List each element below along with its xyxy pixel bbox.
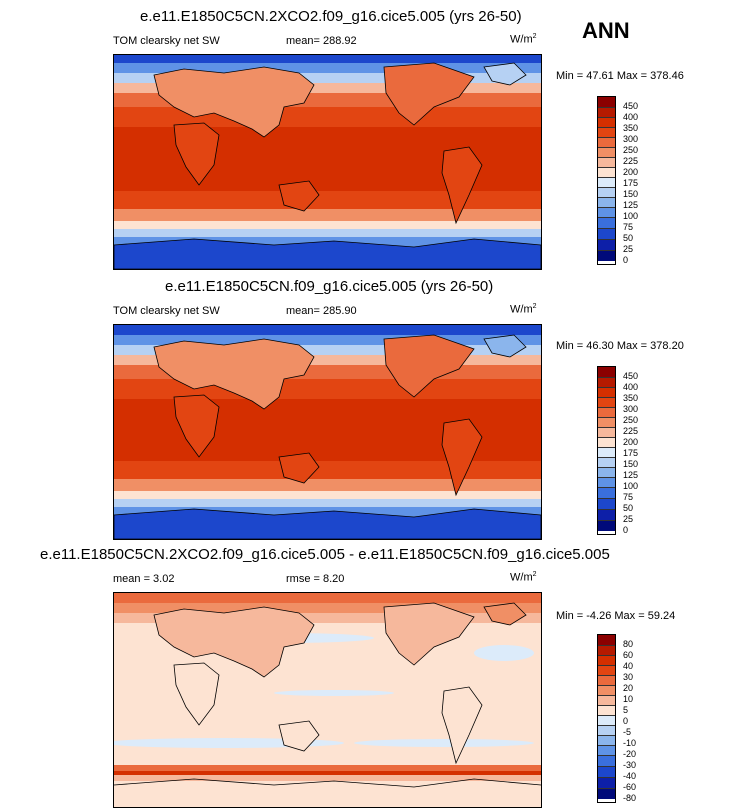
panel3-rmse: rmse = 8.20 (286, 573, 345, 585)
panel2-map (113, 324, 542, 540)
panel1-level-label: 125 (623, 200, 639, 210)
panel1-colorbar (597, 96, 616, 265)
panel1-mean: mean= 288.92 (286, 35, 357, 47)
panel3-level-label: 30 (623, 672, 634, 682)
panel3-level-label: -10 (623, 738, 637, 748)
panel3-level-label: 80 (623, 639, 634, 649)
panel2-level-label: 50 (623, 503, 634, 513)
panel3-level-label: -20 (623, 749, 637, 759)
panel1-level-label: 200 (623, 167, 639, 177)
panel2-level-label: 400 (623, 382, 639, 392)
panel1-level-label: 250 (623, 145, 639, 155)
panel1-level-label: 400 (623, 112, 639, 122)
panel2-level-label: 100 (623, 481, 639, 491)
panel1-level-label: 50 (623, 233, 634, 243)
panel2-units: W/m2 (510, 303, 537, 316)
panel3-level-label: 10 (623, 694, 634, 704)
panel2-minmax: Min = 46.30 Max = 378.20 (556, 340, 684, 352)
panel1-level-label: 25 (623, 244, 634, 254)
panel3-level-label: 5 (623, 705, 629, 715)
panel1-level-label: 450 (623, 101, 639, 111)
panel1-level-label: 300 (623, 134, 639, 144)
panel3-map (113, 592, 542, 808)
panel3-level-label: -80 (623, 793, 637, 803)
panel2-level-label: 250 (623, 415, 639, 425)
panel3-level-label: 60 (623, 650, 634, 660)
panel3-level-label: -30 (623, 760, 637, 770)
panel3-minmax: Min = -4.26 Max = 59.24 (556, 610, 676, 622)
panel1-map (113, 54, 542, 270)
panel2-colorbar (597, 366, 616, 535)
panel2-level-label: 450 (623, 371, 639, 381)
panel1-variable: TOM clearsky net SW (113, 35, 220, 47)
panel2-level-label: 175 (623, 448, 639, 458)
panel3-level-label: 0 (623, 716, 629, 726)
panel2-variable: TOM clearsky net SW (113, 305, 220, 317)
panel1-level-label: 225 (623, 156, 639, 166)
panel3-mean: mean = 3.02 (113, 573, 175, 585)
panel2-level-label: 25 (623, 514, 634, 524)
panel2-level-label: 200 (623, 437, 639, 447)
panel3-level-label: -5 (623, 727, 632, 737)
season-label: ANN (582, 18, 630, 43)
panel3-level-label: -60 (623, 782, 637, 792)
panel2-mean: mean= 285.90 (286, 305, 357, 317)
panel2-level-label: 150 (623, 459, 639, 469)
panel1-level-label: 350 (623, 123, 639, 133)
panel3-level-label: -40 (623, 771, 637, 781)
panel1-minmax: Min = 47.61 Max = 378.46 (556, 70, 684, 82)
panel2-level-label: 350 (623, 393, 639, 403)
panel3-level-label: 20 (623, 683, 634, 693)
panel3-colorbar (597, 634, 616, 803)
panel3-units: W/m2 (510, 571, 537, 584)
panel1-level-label: 0 (623, 255, 629, 265)
panel1-title: e.e11.E1850C5CN.2XCO2.f09_g16.cice5.005 … (140, 8, 522, 25)
panel2-level-label: 300 (623, 404, 639, 414)
panel2-title: e.e11.E1850C5CN.f09_g16.cice5.005 (yrs 2… (165, 278, 494, 295)
panel3-title: e.e11.E1850C5CN.2XCO2.f09_g16.cice5.005 … (40, 546, 610, 563)
panel1-units: W/m2 (510, 33, 537, 46)
panel3-level-label: 40 (623, 661, 634, 671)
panel2-level-label: 0 (623, 525, 629, 535)
panel2-level-label: 125 (623, 470, 639, 480)
panel1-level-label: 75 (623, 222, 634, 232)
panel1-level-label: 100 (623, 211, 639, 221)
panel1-level-label: 175 (623, 178, 639, 188)
panel1-level-label: 150 (623, 189, 639, 199)
panel2-level-label: 75 (623, 492, 634, 502)
panel2-level-label: 225 (623, 426, 639, 436)
